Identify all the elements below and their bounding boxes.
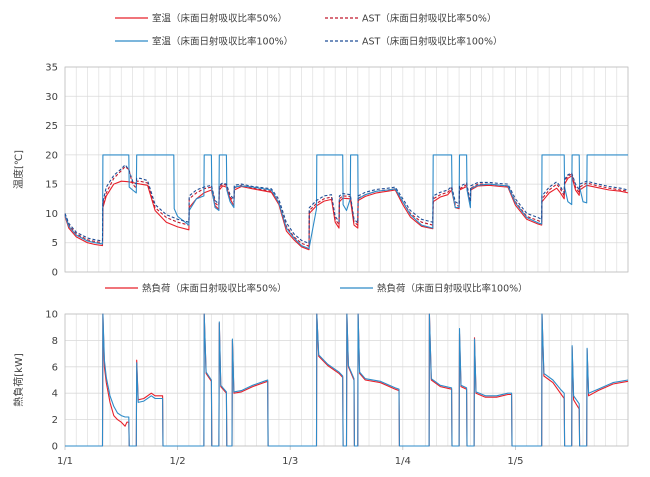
y-tick-label: 30 <box>45 92 58 103</box>
heat-load-chart: 0 2 4 6 8 10 熱負荷[kW] 1/1 1/2 1/3 1/4 1/5 <box>12 310 629 467</box>
y-tick-label: 8 <box>52 336 58 347</box>
legend-label: 熱負荷（床面日射吸収比率50%） <box>142 283 287 295</box>
y-tick-label: 20 <box>45 150 58 161</box>
x-tick-label: 1/4 <box>395 456 411 467</box>
y-tick-label: 10 <box>45 209 58 220</box>
y-tick-label: 35 <box>45 63 58 74</box>
x-tick-label: 1/2 <box>170 456 186 467</box>
legend-label: AST（床面日射吸収比率100%） <box>362 36 503 48</box>
y-tick-label: 25 <box>45 121 58 132</box>
temperature-legend: 室温（床面日射吸収比率50%） AST（床面日射吸収比率50%） 室温（床面日射吸収… <box>115 13 503 48</box>
y-axis-title: 温度[℃] <box>12 150 25 189</box>
y-tick-label: 2 <box>52 415 58 426</box>
y-tick-label: 5 <box>52 238 58 249</box>
y-tick-label: 6 <box>52 362 58 373</box>
y-tick-label: 4 <box>52 389 58 400</box>
y-tick-label: 10 <box>45 310 58 321</box>
heat-load-legend: 熱負荷（床面日射吸収比率50%） 熱負荷（床面日射吸収比率100%） <box>105 283 528 295</box>
legend-label: 熱負荷（床面日射吸収比率100%） <box>377 283 528 295</box>
temperature-chart: 0 5 10 15 20 25 30 35 温度[℃] <box>12 63 629 279</box>
y-tick-label: 0 <box>52 442 58 453</box>
legend-label: 室温（床面日射吸収比率100%） <box>152 36 293 48</box>
x-tick-label: 1/5 <box>507 456 523 467</box>
series-line-temp-3 <box>64 154 628 250</box>
y-tick-label: 0 <box>52 268 58 279</box>
x-tick-label: 1/3 <box>282 456 298 467</box>
x-tick-label: 1/1 <box>57 456 73 467</box>
series-line-load-2 <box>65 313 629 447</box>
series-line-temp-4 <box>64 164 629 244</box>
y-tick-label: 15 <box>45 180 58 191</box>
legend-label: 室温（床面日射吸収比率50%） <box>152 13 287 25</box>
y-axis-title: 熱負荷[kW] <box>12 353 25 407</box>
legend-label: AST（床面日射吸収比率50%） <box>362 13 496 25</box>
plot-area-border <box>64 66 629 273</box>
